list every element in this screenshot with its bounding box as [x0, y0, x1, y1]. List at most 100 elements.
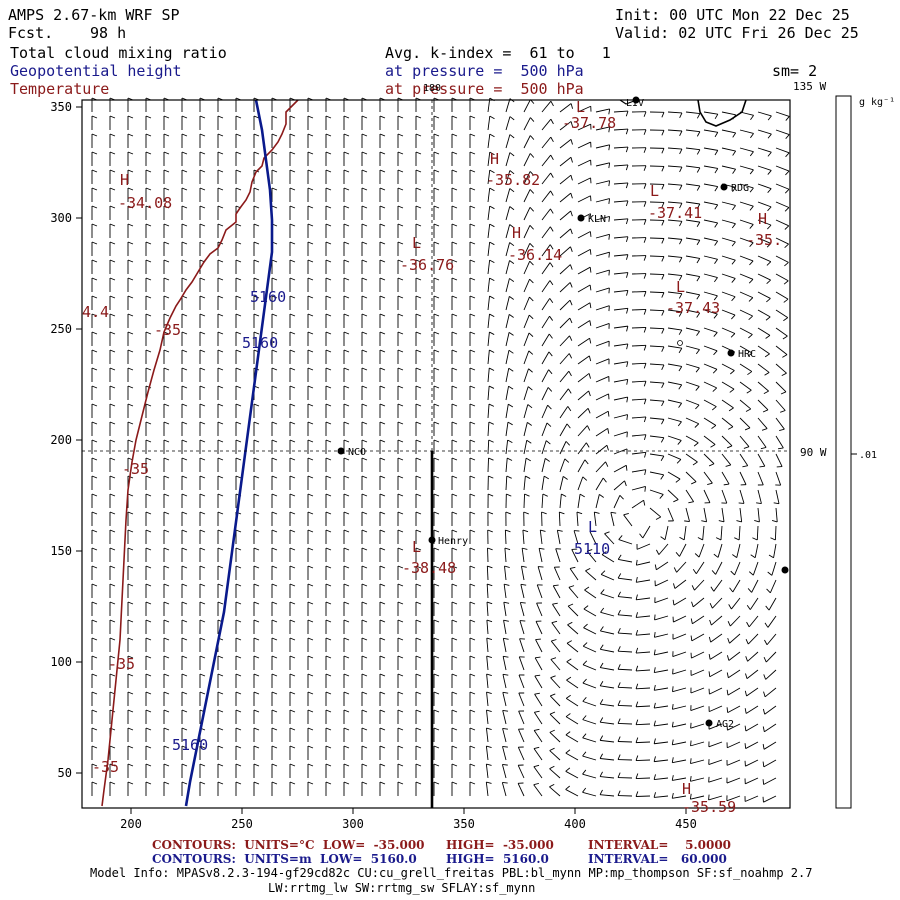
wind-barb-flag — [325, 295, 332, 299]
wind-barb-staff — [690, 795, 705, 800]
wind-barb-flag — [433, 547, 440, 551]
wind-barb-flag — [289, 655, 296, 659]
wind-barb-staff — [775, 111, 790, 117]
wind-barb-staff — [649, 399, 664, 402]
wind-barb-flag — [253, 241, 260, 245]
wind-barb-flag — [661, 256, 665, 262]
temp-extremum-code: L — [412, 234, 421, 252]
wind-barb-flag — [550, 172, 554, 178]
wind-barb-staff — [485, 764, 489, 779]
wind-barb-flag — [678, 329, 683, 335]
wind-barb-flag — [127, 745, 134, 749]
wind-barb-flag — [528, 332, 534, 337]
wind-barb-flag — [696, 240, 701, 246]
wind-barb-flag — [361, 637, 368, 641]
wind-barb-flag — [550, 675, 556, 679]
wind-barb-staff — [721, 453, 732, 466]
wind-barb-staff — [618, 577, 633, 581]
wind-barb-flag — [397, 385, 404, 389]
wind-barb-flag — [570, 228, 573, 235]
wind-barb-staff — [685, 381, 700, 387]
wind-barb-flag — [762, 743, 765, 750]
wind-barb-flag — [451, 169, 458, 173]
wind-barb-staff — [745, 759, 759, 767]
wind-barb-staff — [631, 380, 647, 383]
wind-barb-flag — [625, 182, 629, 189]
wind-barb-flag — [487, 493, 494, 497]
wind-barb-staff — [703, 453, 715, 465]
wind-barb-flag — [565, 767, 571, 772]
wind-barb-flag — [235, 241, 242, 245]
wind-barb-flag — [199, 583, 206, 587]
wind-barb-flag — [433, 151, 440, 155]
wind-barb-staff — [539, 530, 543, 545]
wind-barb-flag — [361, 673, 368, 677]
wind-barb-flag — [397, 511, 404, 515]
wind-barb-flag — [397, 709, 404, 713]
wind-barb-flag — [608, 126, 611, 133]
wind-barb-flag — [163, 295, 170, 299]
wind-barb-flag — [271, 745, 278, 749]
wind-barb-flag — [764, 639, 768, 645]
wind-barb-staff — [595, 358, 610, 365]
wind-barb-staff — [672, 705, 687, 710]
wind-barb-staff — [559, 228, 571, 239]
wind-barb-flag — [109, 457, 116, 461]
wind-barb-flag — [690, 758, 692, 764]
wind-barb-staff — [549, 750, 561, 761]
wind-barb-flag — [325, 709, 332, 713]
wind-barb-flag — [771, 519, 778, 523]
wind-barb-flag — [732, 187, 736, 192]
wind-barb-flag — [415, 403, 422, 407]
wind-barb-staff — [617, 650, 633, 653]
wind-barb-staff — [556, 530, 561, 545]
wind-barb-staff — [486, 602, 489, 617]
wind-barb-flag — [487, 529, 493, 533]
wind-barb-staff — [690, 705, 705, 711]
contour-info-temp-high: HIGH= -35.000 — [446, 838, 554, 852]
wind-barb-flag — [679, 166, 683, 173]
wind-barb-flag — [289, 727, 296, 731]
wind-barb-flag — [451, 367, 458, 371]
wind-barb-staff — [523, 350, 530, 365]
wind-barb-flag — [451, 655, 458, 659]
wind-barb-flag — [766, 279, 771, 285]
wind-barb-flag — [397, 223, 404, 227]
wind-barb-flag — [361, 511, 368, 515]
wind-barb-flag — [502, 745, 508, 748]
wind-barb-flag — [235, 529, 242, 533]
wind-barb-flag — [361, 691, 368, 695]
wind-barb-flag — [343, 367, 350, 371]
wind-barb-flag — [783, 280, 789, 285]
wind-barb-flag — [271, 169, 278, 173]
wind-barb-flag — [566, 423, 571, 429]
wind-barb-staff — [559, 406, 569, 419]
wind-barb-flag — [433, 655, 440, 659]
wind-barb-staff — [703, 273, 718, 278]
contour-info-height-interval: INTERVAL= 60.000 — [588, 852, 727, 866]
wind-barb-flag — [684, 520, 690, 522]
wind-barb-flag — [379, 709, 386, 713]
wind-barb-flag — [343, 529, 350, 533]
wind-barb-flag — [379, 115, 386, 119]
wind-barb-flag — [433, 187, 440, 191]
smoothing-value: sm= 2 — [772, 62, 818, 80]
wind-barb-staff — [757, 111, 772, 117]
wind-barb-flag — [181, 169, 188, 173]
wind-barb-flag — [379, 511, 386, 515]
wind-barb-flag — [307, 403, 314, 407]
wind-barb-staff — [487, 152, 491, 167]
wind-barb-staff — [703, 111, 718, 115]
forecast-hours: 98 h — [90, 24, 127, 42]
wind-barb-flag — [253, 547, 260, 551]
wind-barb-flag — [361, 763, 368, 767]
wind-barb-flag — [643, 291, 647, 297]
wind-barb-flag — [397, 133, 404, 137]
wind-barb-staff — [577, 408, 589, 419]
wind-barb-flag — [109, 205, 116, 209]
contour-info-temp-interval: INTERVAL= 5.0000 — [588, 838, 732, 852]
wind-barb-flag — [307, 709, 314, 713]
wind-barb-staff — [595, 393, 609, 401]
wind-barb-flag — [379, 583, 386, 587]
wind-barb-flag — [343, 511, 350, 515]
